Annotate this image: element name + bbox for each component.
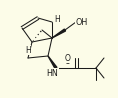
Text: O: O (65, 54, 71, 63)
Text: H: H (54, 15, 60, 24)
Text: O: O (65, 58, 71, 67)
Text: HN: HN (46, 69, 58, 78)
Text: OH: OH (76, 18, 88, 26)
Polygon shape (48, 56, 57, 69)
Text: H: H (25, 45, 31, 54)
Polygon shape (52, 29, 66, 38)
